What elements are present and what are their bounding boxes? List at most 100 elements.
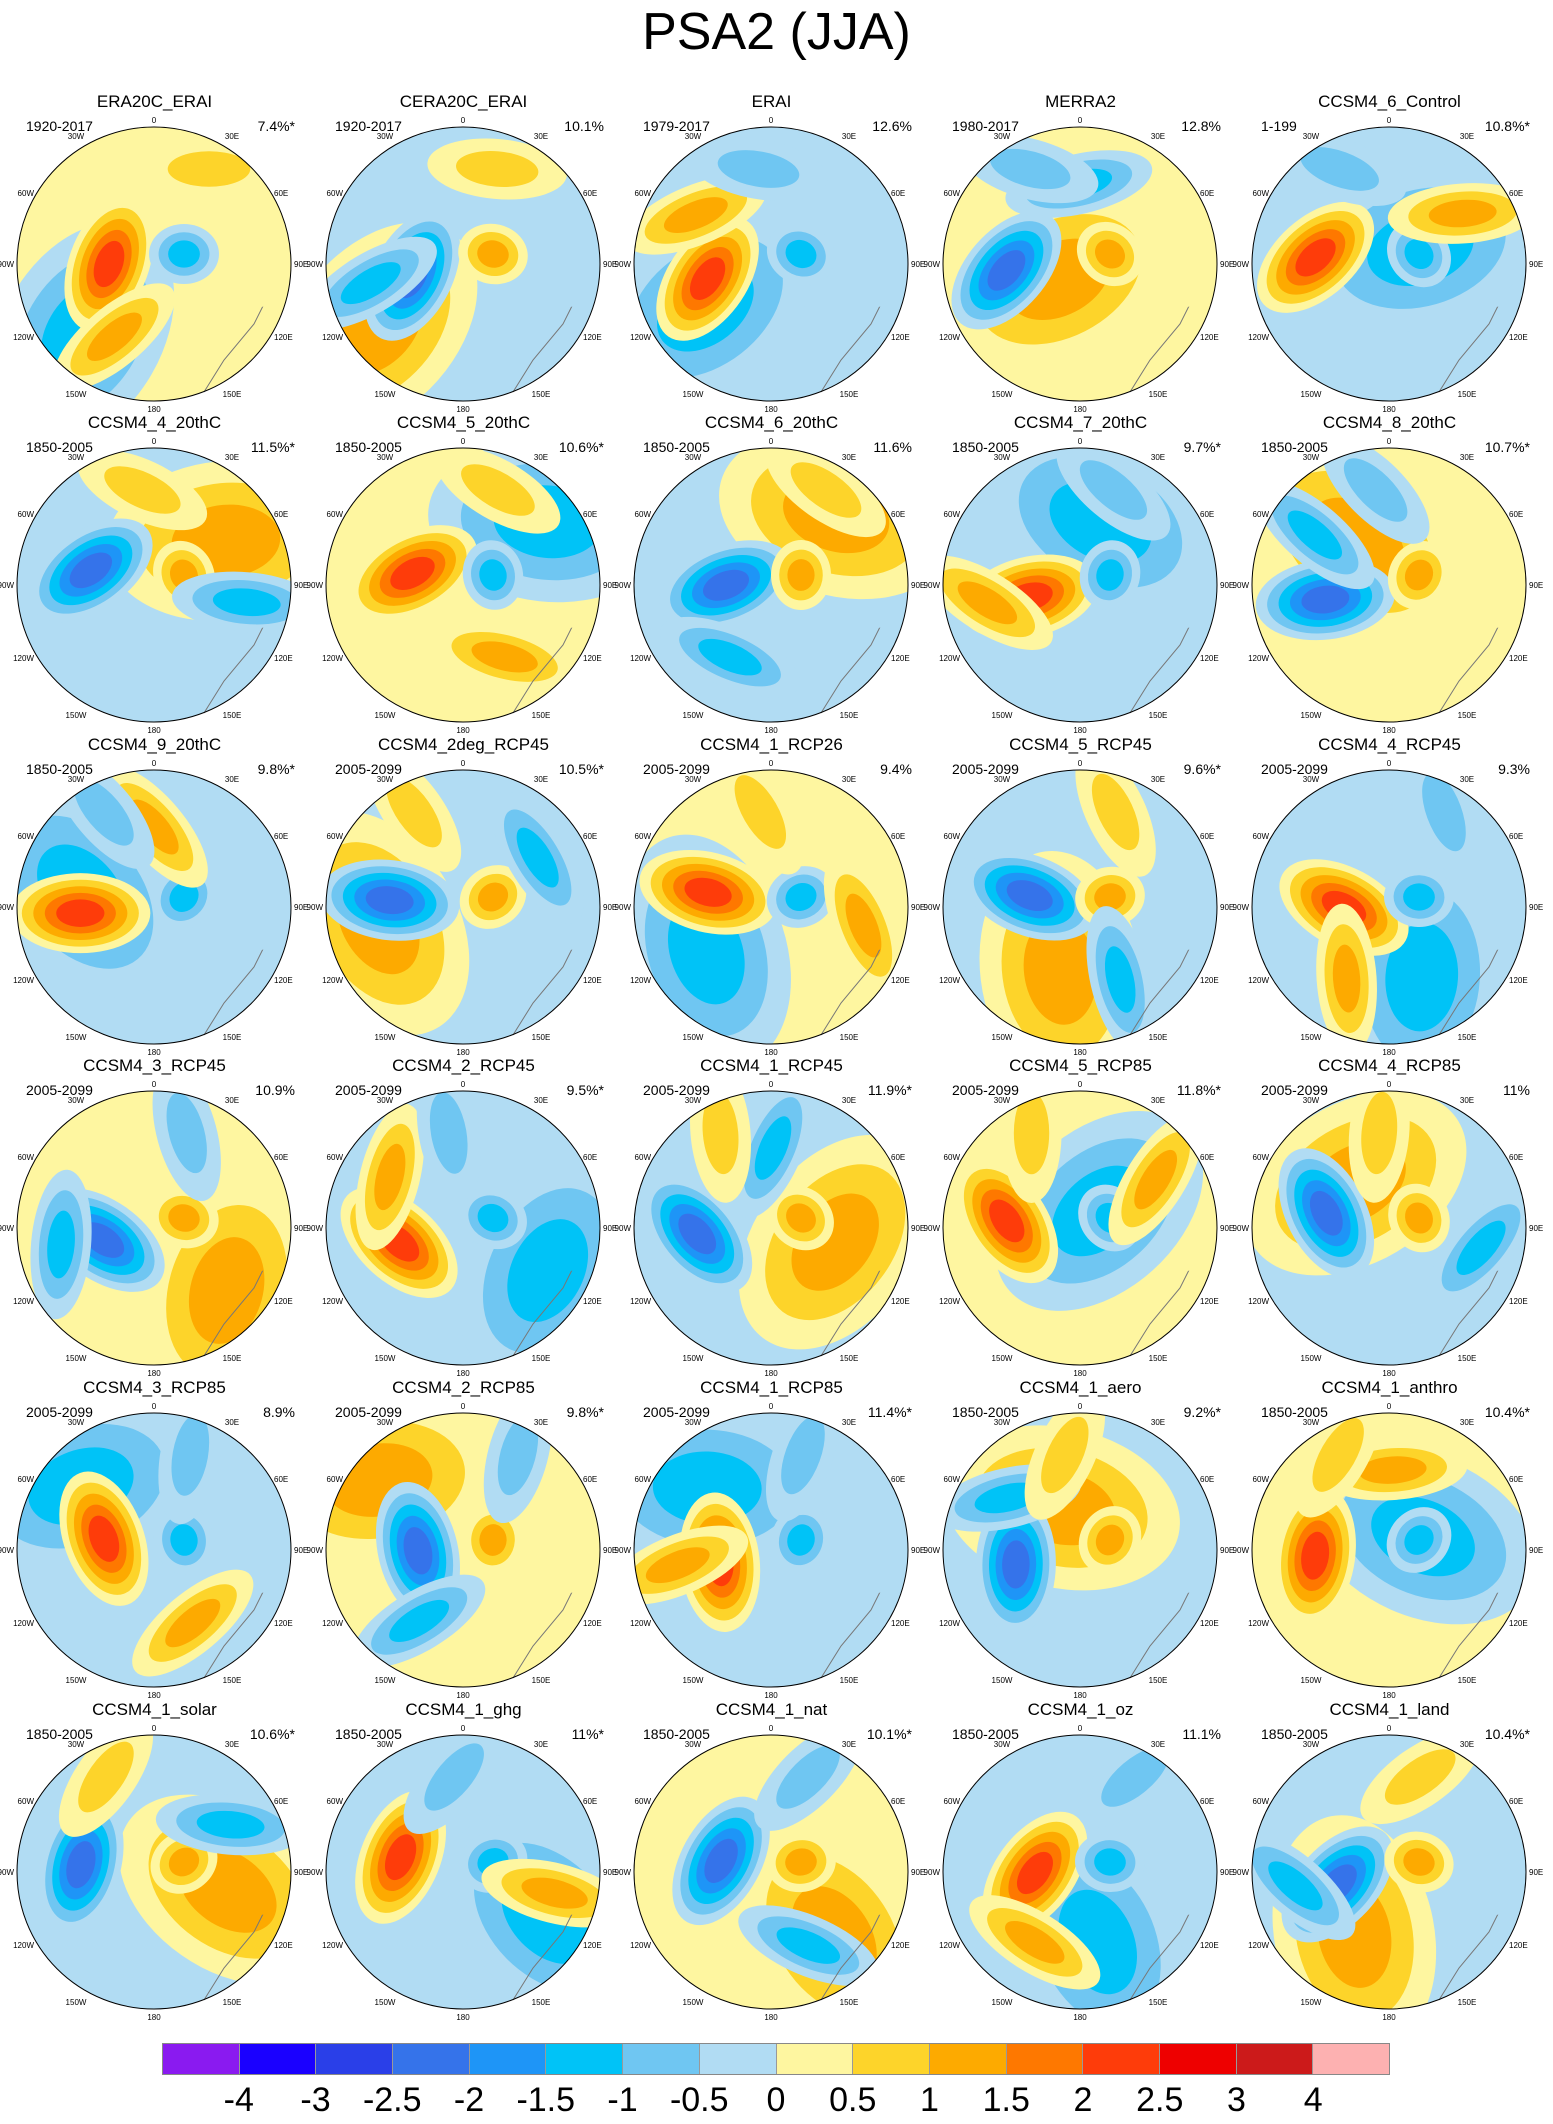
longitude-label: 30W [994,1740,1011,1749]
longitude-label: 150E [223,711,242,720]
anomaly-contours [130,799,179,855]
longitude-label: 90E [1220,260,1234,269]
map-panel: 0 30W 30E 60W 60E 90W 90E 120W 120E 150W 150E 180 CC… [0,1378,309,1700]
longitude-label: 120W [13,1619,34,1628]
longitude-label: 150W [683,1354,704,1363]
panel-variance-percent: 9.3% [1498,761,1530,777]
anomaly-contours [734,775,787,849]
map-panel: 0 30W 30E 60W 60E 90W 90E 120W 120E 150W 150E 180 CC… [307,413,618,735]
longitude-label: 150E [1458,1676,1477,1685]
anomaly-contours [471,641,538,673]
panel-title: CCSM4_1_RCP45 [700,1056,843,1075]
longitude-label: 120E [583,976,602,985]
polar-map: 0 30W 30E 60W 60E 90W 90E 120W 120E 150W 150E 180 [1233,437,1544,735]
longitude-label: 60W [327,189,344,198]
polar-map: 0 30W 30E 60W 60E 90W 90E 120W 120E 150W 150E 180 [307,1724,618,2022]
longitude-label: 120E [1509,976,1528,985]
anomaly-contours [340,262,401,305]
anomaly-contours [165,1598,221,1648]
longitude-label: 60W [635,832,652,841]
longitude-label: 30E [1151,1096,1165,1105]
colorbar-box [163,2044,240,2074]
colorbar-tick-label: 4 [1303,2081,1323,2119]
longitude-label: 60E [891,1153,905,1162]
longitude-label: 150E [1149,1033,1168,1042]
anomaly-contours [1404,559,1434,591]
panel-title: CCSM4_1_ghg [405,1700,522,1719]
longitude-label: 90E [294,1546,308,1555]
longitude-label: 30E [1151,1740,1165,1749]
longitude-label: 90W [0,903,14,912]
anomaly-contours [47,1210,75,1279]
longitude-label: 150E [1458,1033,1477,1042]
panel-period: 1850-2005 [1261,439,1328,455]
anomaly-contours [69,552,113,589]
longitude-label: 120W [1248,1941,1269,1950]
map-panel: 0 30W 30E 60W 60E 90W 90E 120W 120E 150W 150E 180 ER… [0,92,309,414]
longitude-label: 0 [1078,116,1083,125]
anomaly-contours [169,882,199,912]
longitude-label: 90E [1529,903,1543,912]
panel-title: CCSM4_1_aero [1019,1378,1142,1397]
longitude-label: 90W [924,260,941,269]
map-panel: 0 30W 30E 60W 60E 90W 90E 120W 120E 150W 150E 180 CC… [307,1700,618,2022]
longitude-label: 120E [274,1619,293,1628]
anomaly-contours [212,588,281,617]
panel-period: 1850-2005 [643,439,710,455]
longitude-label: 150E [1458,711,1477,720]
map-panel: 0 30W 30E 60W 60E 90W 90E 120W 120E 150W 150E 180 CC… [0,735,309,1057]
longitude-label: 150E [532,1354,551,1363]
panel-period: 1850-2005 [952,1726,1019,1742]
map-border [1251,126,1527,402]
map-border [325,126,601,402]
longitude-label: 90E [1220,1868,1234,1877]
colorbar-box [393,2044,470,2074]
anomaly-contours [776,1745,840,1809]
panel-variance-percent: 9.4% [880,761,912,777]
longitude-label: 90E [911,1546,925,1555]
longitude-label: 0 [1387,1080,1392,1089]
longitude-label: 30W [685,132,702,141]
polar-map: 0 30W 30E 60W 60E 90W 90E 120W 120E 150W 150E 180 [1233,1402,1544,1700]
longitude-label: 30W [1303,1418,1320,1427]
panel-period: 1980-2017 [952,118,1019,134]
longitude-label: 30W [68,1418,85,1427]
anomaly-contours [1300,147,1379,191]
longitude-label: 150W [683,390,704,399]
panel-title: CCSM4_2_RCP85 [392,1378,535,1397]
longitude-label: 90E [1529,1868,1543,1877]
colorbar-tick-label: -1 [607,2081,638,2119]
longitude-label: 60E [1509,832,1523,841]
longitude-label: 150W [1301,1998,1322,2007]
longitude-label: 60E [1200,189,1214,198]
anomaly-contours [1456,1220,1506,1275]
longitude-label: 30E [225,775,239,784]
panel-title: CCSM4_8_20thC [1322,413,1457,432]
longitude-label: 60E [1200,1153,1214,1162]
longitude-label: 60E [1200,510,1214,519]
longitude-label: 180 [764,1048,778,1057]
anomaly-contours [386,776,442,848]
longitude-label: 0 [769,759,774,768]
longitude-label: 90W [307,581,324,590]
longitude-label: 120W [630,1619,651,1628]
longitude-label: 60W [944,832,961,841]
anomaly-contours [754,1116,792,1180]
anomaly-contours [168,1204,200,1232]
panel-title: CCSM4_3_RCP85 [83,1378,226,1397]
longitude-label: 90W [615,1224,632,1233]
longitude-label: 90E [603,903,617,912]
longitude-label: 30E [1460,1096,1474,1105]
longitude-label: 30E [842,132,856,141]
map-border [942,126,1218,402]
longitude-label: 60E [891,510,905,519]
longitude-label: 0 [461,1080,466,1089]
longitude-label: 150W [1301,711,1322,720]
longitude-label: 60W [18,510,35,519]
map-panel: 0 30W 30E 60W 60E 90W 90E 120W 120E 150W 150E 180 CC… [1233,413,1544,735]
longitude-label: 120W [322,1297,343,1306]
longitude-label: 150W [683,1998,704,2007]
figure-title: PSA2 (JJA) [642,3,911,61]
longitude-label: 180 [456,1691,470,1700]
polar-map: 0 30W 30E 60W 60E 90W 90E 120W 120E 150W 150E 180 [0,1402,308,1700]
